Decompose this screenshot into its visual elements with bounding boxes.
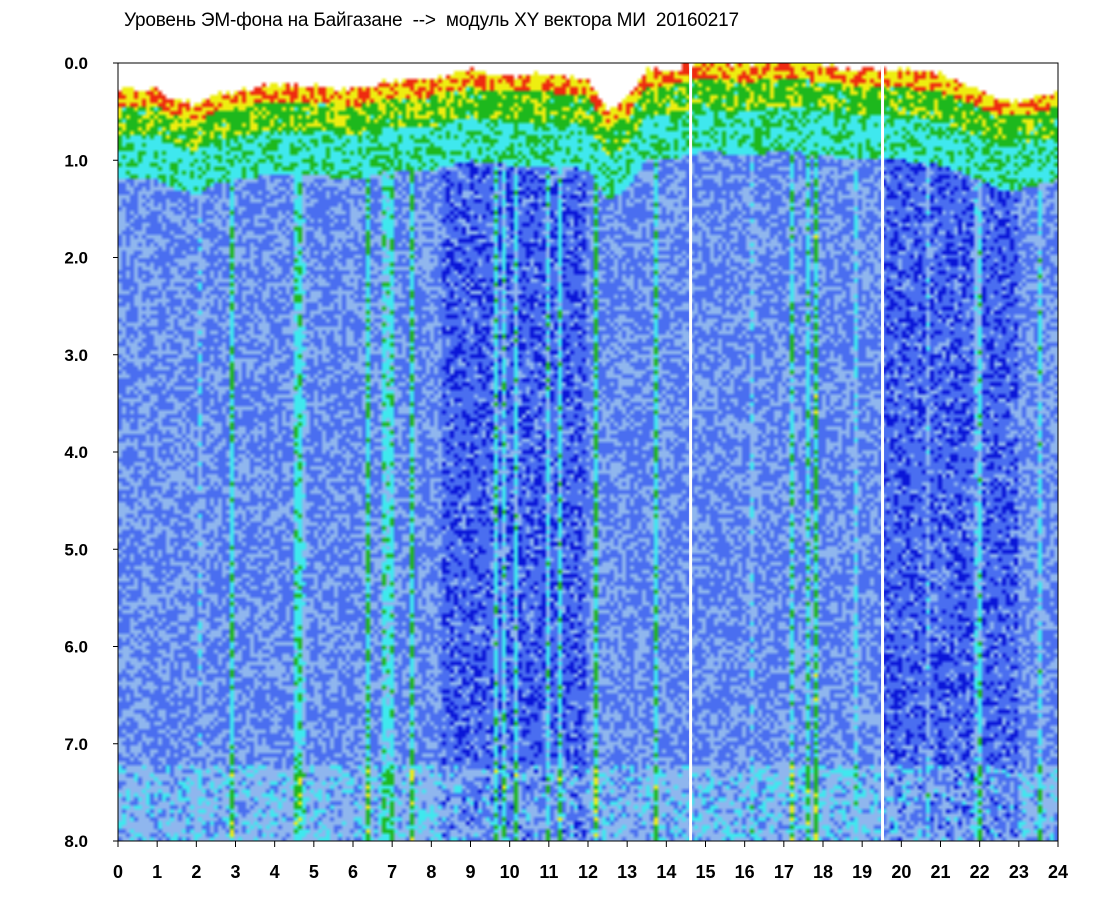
- x-tick-label: 15: [695, 862, 715, 882]
- y-tick-label: 5.0: [64, 540, 88, 559]
- heatmap-raster: [118, 63, 1058, 841]
- x-tick-label: 12: [578, 862, 598, 882]
- x-tick-label: 20: [891, 862, 911, 882]
- x-tick-label: 11: [539, 862, 558, 882]
- chart-title: Уровень ЭМ-фона на Байгазане --> модуль …: [124, 10, 739, 31]
- y-tick-label: 7.0: [64, 735, 88, 754]
- x-tick-label: 18: [813, 862, 833, 882]
- x-tick-label: 22: [970, 862, 990, 882]
- y-tick-label: 1.0: [64, 151, 88, 170]
- x-tick-label: 24: [1048, 862, 1068, 882]
- x-tick-label: 10: [500, 862, 520, 882]
- x-tick-label: 8: [426, 862, 436, 882]
- y-tick-label: 8.0: [64, 832, 88, 851]
- y-tick-label: 3.0: [64, 346, 88, 365]
- x-tick-label: 9: [465, 862, 475, 882]
- x-tick-label: 23: [1009, 862, 1029, 882]
- x-tick-label: 14: [656, 862, 676, 882]
- x-axis: 0 1 2 3 4 5 6 7 8 9 10 11 12 13 14 15 16 17 18 19 20 21 22 23 24: [113, 841, 1068, 882]
- x-tick-label: 1: [152, 862, 162, 882]
- x-tick-label: 6: [348, 862, 358, 882]
- y-tick-label: 4.0: [64, 443, 88, 462]
- x-tick-label: 5: [309, 862, 319, 882]
- y-tick-label: 0.0: [64, 54, 88, 73]
- x-tick-label: 16: [735, 862, 755, 882]
- x-tick-label: 21: [930, 862, 950, 882]
- x-tick-label: 2: [191, 862, 201, 882]
- x-tick-label: 4: [270, 862, 280, 882]
- y-axis: 0.0 1.0 2.0 3.0 4.0 5.0 6.0 7.0 8.0: [64, 54, 118, 851]
- x-tick-label: 7: [387, 862, 397, 882]
- x-tick-label: 13: [617, 862, 637, 882]
- x-tick-label: 17: [774, 862, 794, 882]
- x-tick-label: 19: [852, 862, 872, 882]
- data-gap-lines: [689, 63, 885, 841]
- x-tick-label: 0: [113, 862, 123, 882]
- heatmap-cells: [118, 63, 1058, 841]
- x-tick-label: 3: [230, 862, 240, 882]
- y-tick-label: 2.0: [64, 249, 88, 268]
- y-tick-label: 6.0: [64, 638, 88, 657]
